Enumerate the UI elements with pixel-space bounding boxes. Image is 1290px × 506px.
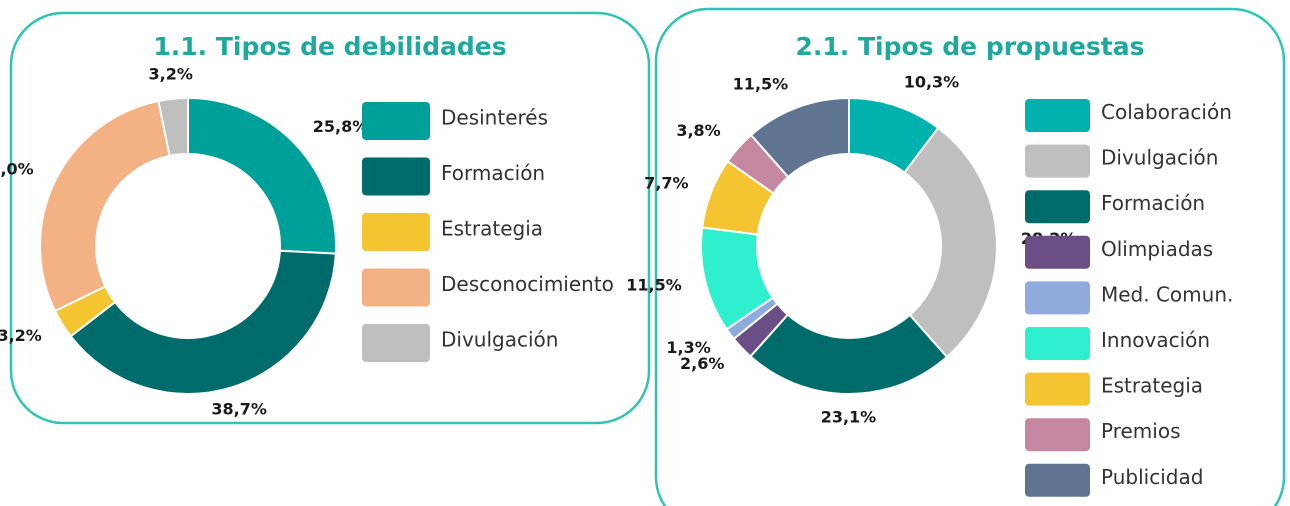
legend-label: Olimpiadas <box>1101 237 1213 261</box>
legend-label: Formación <box>441 161 545 185</box>
legend-label: Publicidad <box>1101 465 1203 489</box>
donut-segment <box>69 249 337 395</box>
legend-label: Divulgación <box>441 328 558 352</box>
legend-label: Estrategia <box>1101 374 1203 398</box>
data-label: 2,6% <box>680 354 724 373</box>
panel-frame <box>9 11 651 425</box>
legend-label: Divulgación <box>1101 146 1218 170</box>
legend-label: Med. Comun. <box>1101 282 1233 306</box>
legend-swatch <box>1025 327 1090 360</box>
legend-label: Desinterés <box>441 106 548 130</box>
data-label: 3,8% <box>676 121 720 140</box>
legend-swatch <box>1025 281 1090 315</box>
data-label: 11,5% <box>733 75 789 94</box>
legend-swatch <box>1025 463 1090 497</box>
legend-swatch <box>1025 99 1090 132</box>
donut-segment <box>903 126 998 359</box>
legend-swatch <box>362 102 430 140</box>
data-label: 7,7% <box>644 174 688 193</box>
legend-swatch <box>362 324 430 362</box>
donut-segment <box>187 96 337 255</box>
legend-label: Desconocimiento <box>441 272 614 296</box>
data-label: 10,3% <box>904 72 960 91</box>
legend-swatch <box>362 157 430 196</box>
legend-swatch <box>1025 418 1090 452</box>
donut-segment <box>157 96 189 158</box>
chart-title: 2.1. Tipos de propuestas <box>796 32 1145 61</box>
data-label: 29,0% <box>0 160 34 179</box>
donut-segment <box>39 99 171 313</box>
legend-label: Formación <box>1101 191 1205 215</box>
panel-frame <box>654 7 1286 506</box>
data-label: 23,1% <box>821 407 877 426</box>
data-label: 11,5% <box>626 276 682 295</box>
data-label: 1,3% <box>666 338 710 357</box>
legend-swatch <box>1025 372 1090 406</box>
donut-segment <box>749 313 949 395</box>
legend-label: Innovación <box>1101 328 1210 352</box>
legend-swatch <box>362 268 430 307</box>
chart-title: 1.1. Tipos de debilidades <box>153 32 506 61</box>
legend-swatch <box>1025 190 1090 224</box>
data-label: 25,8% <box>313 117 369 136</box>
legend-label: Estrategia <box>441 217 543 241</box>
legend-swatch <box>1025 235 1090 269</box>
legend-swatch <box>362 213 430 251</box>
legend-label: Premios <box>1101 419 1181 443</box>
legend-swatch <box>1025 144 1090 178</box>
donut-segment <box>749 96 850 179</box>
data-label: 3,2% <box>0 326 42 345</box>
data-label: 38,7% <box>211 400 267 419</box>
data-label: 3,2% <box>149 64 193 83</box>
legend-label: Colaboración <box>1101 100 1232 124</box>
